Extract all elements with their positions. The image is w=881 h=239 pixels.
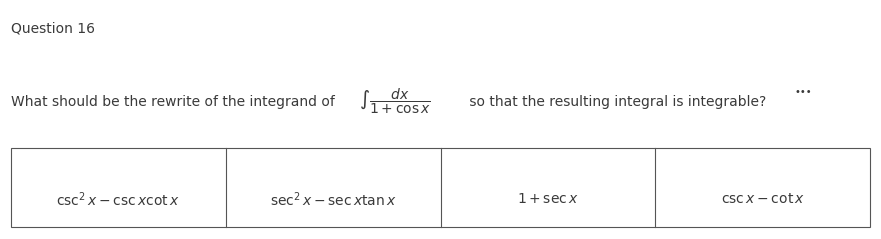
Text: so that the resulting integral is integrable?: so that the resulting integral is integr… [465, 95, 766, 109]
Text: $\int \dfrac{dx}{1+\cos x}$: $\int \dfrac{dx}{1+\cos x}$ [359, 87, 432, 116]
Text: •••: ••• [795, 87, 812, 97]
Text: Question 16: Question 16 [11, 22, 94, 36]
Text: $\sec^2 x - \sec x\tan x$: $\sec^2 x - \sec x\tan x$ [270, 190, 396, 209]
Bar [11, 148, 870, 227]
Text: What should be the rewrite of the integrand of: What should be the rewrite of the integr… [11, 95, 339, 109]
Text: $1 + \sec x$: $1 + \sec x$ [517, 192, 579, 206]
Text: $\csc^2 x - \csc x\cot x$: $\csc^2 x - \csc x\cot x$ [56, 190, 180, 209]
Text: $\csc x - \cot x$: $\csc x - \cot x$ [721, 192, 805, 206]
